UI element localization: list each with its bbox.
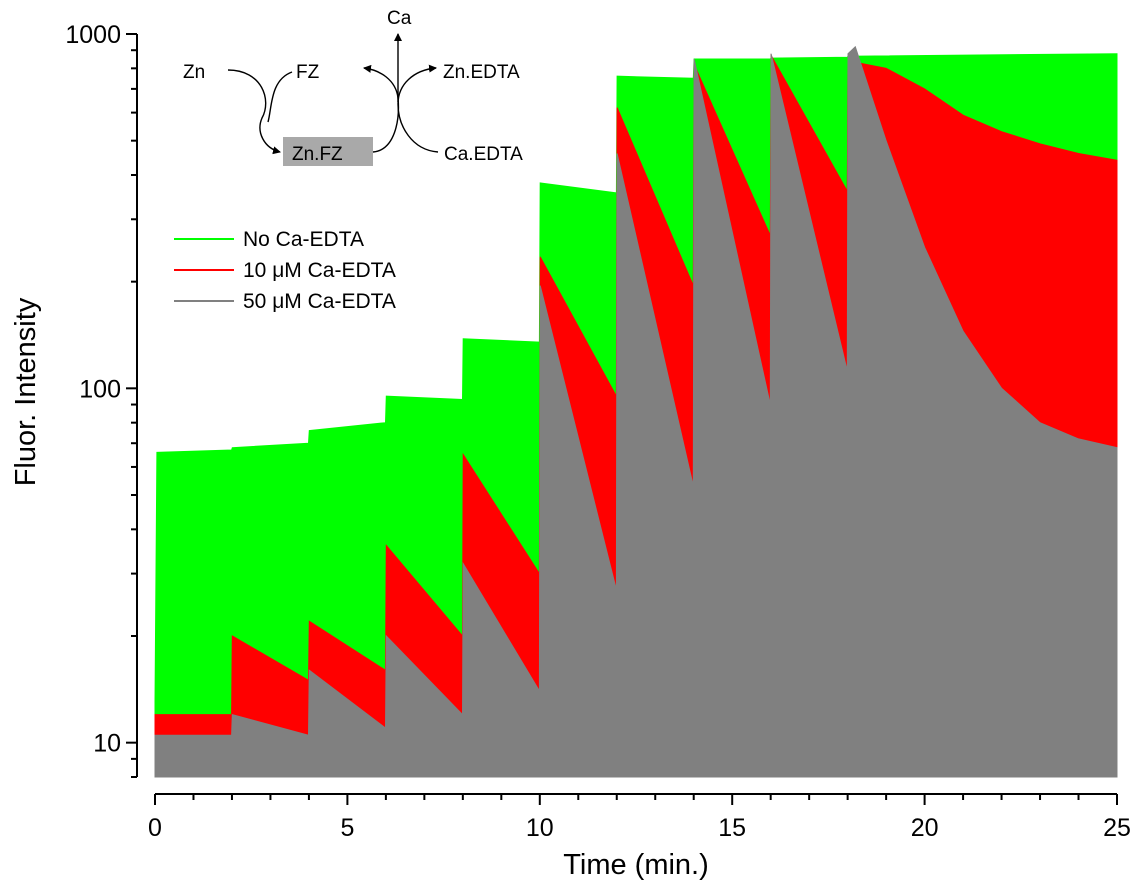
zn-fz-highlight <box>283 137 373 166</box>
plot-areas <box>154 45 1118 778</box>
y-axis-title: Fluor. Intensity <box>10 297 42 486</box>
legend: No Ca-EDTA 10 μM Ca-EDTA 50 μM Ca-EDTA <box>174 228 396 313</box>
y-tick-label-100: 100 <box>79 375 121 403</box>
x-tick-label-0: 0 <box>148 814 162 842</box>
inset-label-zn: Zn <box>183 62 205 83</box>
ca-edta-to-zn-edta-arrow <box>397 64 439 153</box>
series-area-50-m-ca-edta <box>154 45 1118 778</box>
reaction-scheme-inset: Zn FZ Ca Zn.EDTA Zn.FZ Ca.EDTA <box>183 8 523 166</box>
fz-return-curve <box>267 71 293 123</box>
inset-label-ca-edta: Ca.EDTA <box>444 144 523 165</box>
inset-label-fz: FZ <box>296 62 320 83</box>
x-axis-title: Time (min.) <box>563 849 709 881</box>
inset-label-ca: Ca <box>387 8 412 29</box>
legend-label-50um-ca-edta: 50 μM Ca-EDTA <box>243 290 396 313</box>
x-tick-label-10: 10 <box>526 814 554 842</box>
inset-label-zn-edta: Zn.EDTA <box>443 62 520 83</box>
x-tick-label-15: 15 <box>718 814 746 842</box>
x-tick-label-25: 25 <box>1103 814 1131 842</box>
legend-label-no-ca-edta: No Ca-EDTA <box>243 228 364 251</box>
y-tick-label-1000: 1000 <box>65 21 121 49</box>
x-tick-label-20: 20 <box>911 814 939 842</box>
y-ticks: 10 100 1000 <box>65 21 137 778</box>
axes: 10 100 1000 0 5 10 15 20 25 <box>65 21 1131 842</box>
x-tick-label-5: 5 <box>340 814 354 842</box>
y-tick-label-10: 10 <box>93 730 121 758</box>
x-ticks: 0 5 10 15 20 25 <box>148 794 1131 842</box>
legend-label-10um-ca-edta: 10 μM Ca-EDTA <box>243 259 396 282</box>
zn-binding-arrow <box>227 69 281 155</box>
inset-label-zn-fz: Zn.FZ <box>292 144 343 165</box>
